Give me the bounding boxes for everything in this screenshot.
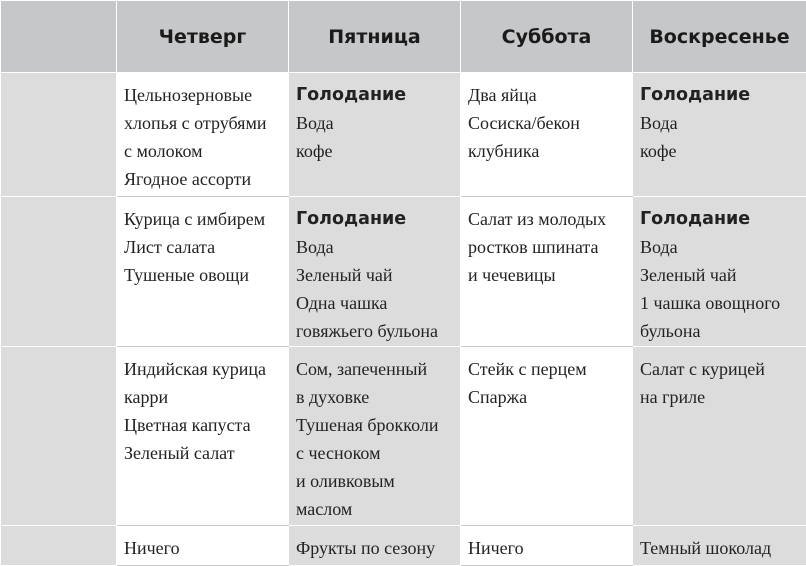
cell-line: Фрукты по сезону: [296, 534, 460, 562]
cell-line: Цветная капуста: [124, 411, 288, 439]
table-row: Ничего Фрукты по сезону Ничего Темный шокол…: [1, 526, 806, 566]
cell-line: ростков шпината: [468, 233, 632, 261]
cell-line: Зеленый салат: [124, 439, 288, 467]
cell-line: кофе: [640, 137, 806, 165]
cell-line: Спаржа: [468, 383, 632, 411]
cell-line: Цельнозерновые: [124, 81, 288, 109]
cell-line: Вода: [640, 233, 806, 261]
fasting-label: Голодание: [296, 205, 460, 233]
cell-line: 1 чашка овощного: [640, 289, 806, 317]
cell-line: Вода: [296, 233, 460, 261]
cell-line: Сом, запеченный: [296, 355, 460, 383]
cell-line: и чечевицы: [468, 261, 632, 289]
table-cell: Темный шоколад: [633, 526, 806, 566]
table-cell: [1, 197, 117, 347]
cell-line: Курица с имбирем: [124, 205, 288, 233]
table-cell: [1, 526, 117, 566]
table-cell: Ничего: [117, 526, 289, 566]
cell-line: Стейк с перцем: [468, 355, 632, 383]
cell-line: Салат из молодых: [468, 205, 632, 233]
cell-line: клубника: [468, 137, 632, 165]
cell-line: с молоком: [124, 137, 288, 165]
cell-line: Два яйца: [468, 81, 632, 109]
cell-line: и оливковым: [296, 467, 460, 495]
cell-line: в духовке: [296, 383, 460, 411]
cell-line: говяжьего бульона: [296, 317, 460, 345]
cell-line: Лист салата: [124, 233, 288, 261]
cell-line: Одна чашка: [296, 289, 460, 317]
table-cell: Ничего: [461, 526, 633, 566]
cell-line: Ягодное ассорти: [124, 165, 288, 193]
cell-line: Зеленый чай: [640, 261, 806, 289]
column-header: [1, 1, 117, 73]
column-header: Суббота: [461, 1, 633, 73]
table-cell: [1, 347, 117, 526]
cell-line: кофе: [296, 137, 460, 165]
cell-line: Сосиска/бекон: [468, 109, 632, 137]
cell-line: Зеленый чай: [296, 261, 460, 289]
cell-line: хлопья с отрубями: [124, 109, 288, 137]
column-header: Четверг: [117, 1, 289, 73]
cell-line: Салат с курицей: [640, 355, 806, 383]
cell-line: маслом: [296, 495, 460, 523]
cell-line: Тушеные овощи: [124, 261, 288, 289]
fasting-label: Голодание: [640, 81, 806, 109]
cell-line: Вода: [640, 109, 806, 137]
cell-line: Ничего: [468, 534, 632, 562]
cell-line: карри: [124, 383, 288, 411]
column-header: Воскресенье: [633, 1, 806, 73]
column-header: Пятница: [289, 1, 461, 73]
cell-line: бульона: [640, 317, 806, 345]
cell-line: Ничего: [124, 534, 288, 562]
cell-line: с чесноком: [296, 439, 460, 467]
cell-line: Темный шоколад: [640, 534, 806, 562]
fasting-label: Голодание: [296, 81, 460, 109]
table-cell: Фрукты по сезону: [289, 526, 461, 566]
cell-line: Вода: [296, 109, 460, 137]
cell-line: на гриле: [640, 383, 806, 411]
table-cell: [1, 73, 117, 197]
fasting-label: Голодание: [640, 205, 806, 233]
cell-line: Тушеная брокколи: [296, 411, 460, 439]
cell-line: Индийская курица: [124, 355, 288, 383]
